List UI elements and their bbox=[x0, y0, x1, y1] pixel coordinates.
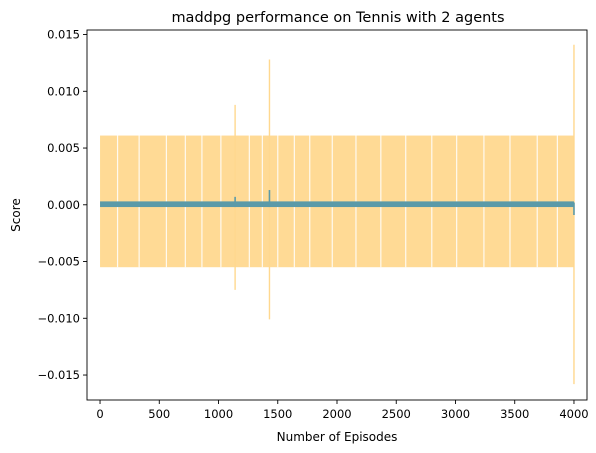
y-tick-label: 0.015 bbox=[47, 28, 80, 42]
x-tick-label: 4000 bbox=[559, 407, 588, 421]
y-tick-label: −0.015 bbox=[37, 368, 80, 382]
y-tick-label: 0.010 bbox=[47, 84, 80, 98]
x-tick-label: 3500 bbox=[500, 407, 529, 421]
y-tick-label: −0.010 bbox=[37, 311, 80, 325]
x-tick-label: 3000 bbox=[441, 407, 470, 421]
x-tick-label: 500 bbox=[148, 407, 170, 421]
mean-line bbox=[100, 201, 574, 208]
x-tick-label: 1000 bbox=[204, 407, 233, 421]
x-tick-label: 1500 bbox=[263, 407, 292, 421]
y-tick-label: 0.000 bbox=[47, 198, 80, 212]
x-axis-label: Number of Episodes bbox=[277, 430, 398, 444]
x-tick-label: 2000 bbox=[322, 407, 351, 421]
y-axis-label: Score bbox=[9, 198, 23, 232]
chart-title: maddpg performance on Tennis with 2 agen… bbox=[171, 10, 504, 26]
x-tick-label: 0 bbox=[96, 407, 103, 421]
y-axis: −0.015 −0.010 −0.005 0.000 0.005 0.010 0.015 bbox=[37, 28, 87, 382]
x-axis: 0 500 1000 1500 2000 2500 3000 3500 4000 bbox=[96, 400, 589, 421]
x-tick-label: 2500 bbox=[382, 407, 411, 421]
plot-area bbox=[100, 44, 575, 385]
y-tick-label: 0.005 bbox=[47, 141, 80, 155]
y-tick-label: −0.005 bbox=[37, 255, 80, 269]
plot-frame bbox=[86, 29, 588, 401]
mean-score-series bbox=[100, 190, 575, 215]
